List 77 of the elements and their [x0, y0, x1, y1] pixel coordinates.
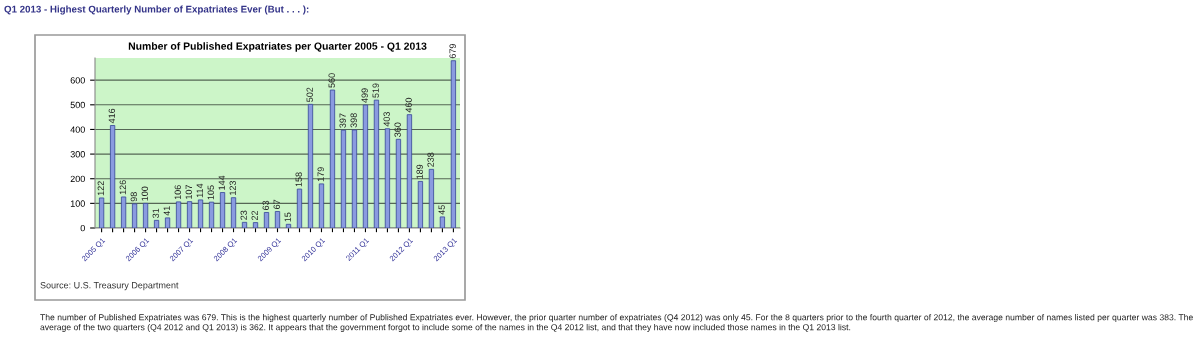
bar [252, 222, 259, 228]
bar [109, 125, 116, 228]
data-label: 45 [438, 205, 445, 215]
data-label: 23 [240, 210, 247, 220]
data-label: 107 [185, 184, 192, 199]
data-label: 126 [119, 180, 127, 195]
bar [417, 181, 424, 228]
bar [153, 219, 160, 228]
bar [219, 192, 226, 228]
data-label: 31 [152, 208, 159, 218]
bar [164, 217, 171, 228]
text: Q1 2013 - Highest Quarterly Number of Expatriates Ever (But . . . ): [4, 5, 309, 15]
y-tick-label: 100 [70, 200, 85, 207]
bar [439, 216, 446, 228]
data-label: 398 [350, 113, 357, 128]
data-label: 502 [306, 87, 313, 102]
data-label: 397 [339, 113, 346, 128]
data-label: 123 [229, 180, 236, 195]
bar [263, 212, 270, 228]
bar [373, 99, 380, 228]
source-note: Source: U.S. Treasury Department [40, 282, 179, 291]
data-label: 22 [251, 210, 258, 221]
data-label: 100 [141, 186, 148, 201]
data-label: 238 [427, 152, 434, 167]
bar [186, 201, 193, 228]
bar [175, 201, 182, 228]
y-tick-label: 600 [70, 77, 85, 84]
y-tick-label: 0 [80, 224, 85, 232]
data-label: 67 [273, 199, 280, 209]
data-label: 158 [295, 172, 302, 187]
data-label: 179 [317, 167, 324, 182]
y-tick-label: 400 [70, 126, 85, 133]
data-label: 499 [361, 88, 368, 103]
data-label: 105 [207, 185, 214, 200]
bar [208, 201, 215, 228]
bar [230, 197, 237, 228]
bar [406, 114, 413, 228]
chart-title: Number of Published Expatriates per Quarter 2005 - Q1 2013 [128, 42, 427, 52]
data-label: 63 [262, 200, 269, 210]
bar [131, 203, 138, 228]
data-label: 114 [196, 183, 203, 198]
data-label: 403 [383, 111, 390, 127]
data-label: 144 [218, 175, 225, 190]
data-label: 560 [328, 73, 335, 88]
y-tick-label: 200 [70, 175, 85, 183]
bar [318, 183, 325, 228]
bar [285, 223, 292, 228]
data-label: 122 [97, 181, 104, 196]
bar [340, 129, 347, 228]
y-tick-label: 500 [70, 101, 85, 109]
bar [428, 168, 435, 228]
y-tick-label: 300 [70, 151, 85, 158]
data-label: 106 [174, 185, 181, 200]
bar [395, 138, 402, 228]
bar [450, 60, 457, 228]
bar [362, 104, 369, 228]
bar [274, 211, 281, 228]
bar [329, 89, 336, 228]
bar [98, 197, 105, 228]
data-label: 460 [405, 97, 412, 113]
bar [241, 221, 248, 228]
bar [142, 202, 149, 228]
text: The number of Published Expatriates was 679. This is the highest quarterly number of Published Expatriates ever. However, the prior quarter number of expatriates (Q4 2012) was only 45. For the 8 quarters prior to the fourth quarter of 2012, the average number of names listed per quarter was 383. The average of the two quarters (Q4 2012 and Q1 2013) is 362. It appears that the government forgot to include some of the names in the Q4 2012 list, and that they have now included those names in the Q1 2013 list. [40, 314, 1193, 332]
data-label: 679 [449, 43, 456, 59]
data-label: 416 [108, 108, 116, 124]
data-label: 519 [372, 83, 379, 98]
data-label: 189 [416, 164, 423, 179]
bar [384, 128, 391, 228]
bar [307, 103, 314, 228]
bar [120, 196, 127, 228]
bar [351, 129, 358, 228]
data-label: 41 [163, 206, 170, 216]
bar [197, 199, 204, 228]
bar [296, 188, 303, 228]
data-label: 15 [284, 212, 291, 222]
data-label: 98 [130, 192, 137, 202]
data-label: 360 [394, 122, 401, 137]
